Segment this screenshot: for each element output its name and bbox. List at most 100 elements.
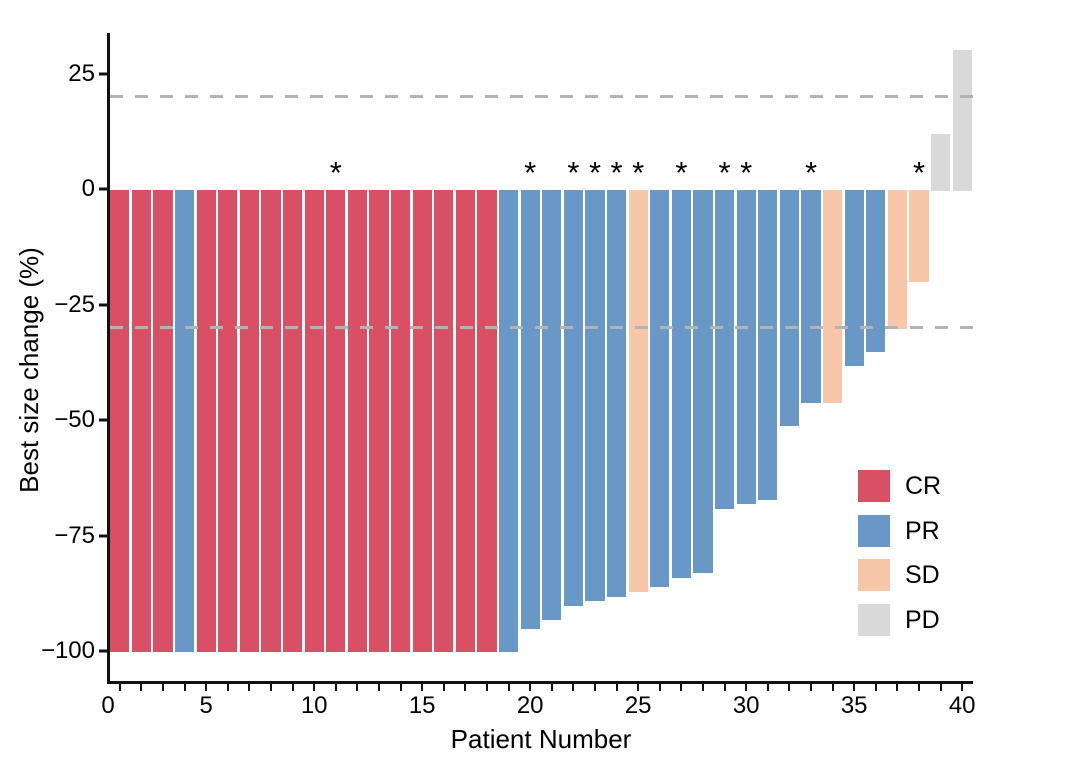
bar-patient-34 [822,190,843,403]
asterisk-annotation-patient-24: * [610,155,623,190]
x-tick [594,684,596,691]
x-tick [442,684,445,691]
legend-swatch-sd [858,559,890,591]
x-tick [118,684,121,691]
bar-patient-13 [369,190,389,652]
x-tick [896,684,899,691]
x-tick-label: 30 [732,692,760,719]
x-tick-label: 5 [199,692,213,719]
bar-patient-32 [779,190,800,426]
x-tick [853,684,856,691]
y-tick-label: −25 [54,290,95,318]
bar-patient-39 [930,133,951,191]
asterisk-annotation-patient-33: * [804,155,818,190]
x-tick [550,684,553,691]
x-tick [658,684,661,691]
bar-patient-9 [282,190,303,652]
y-tick [99,534,107,537]
asterisk-annotation-patient-20: * [524,155,537,190]
legend-swatch-pd [858,604,890,636]
bar-patient-29 [714,190,735,509]
x-tick-label: 25 [624,692,652,719]
y-tick [99,72,107,75]
bar-patient-27 [671,190,692,579]
y-tick-label: 25 [68,59,95,87]
bar-patient-40 [952,50,972,191]
x-tick [831,684,834,691]
bar-patient-5 [196,190,216,652]
legend-item-sd: SD [858,559,978,591]
x-axis-line [107,681,973,684]
x-tick [702,684,704,691]
bar-patient-6 [218,190,238,652]
x-tick [205,684,208,691]
x-tick [162,684,164,691]
x-tick-label: 35 [840,692,868,719]
x-tick [183,684,186,691]
x-tick [226,684,229,691]
bar-patient-1 [110,190,130,652]
bar-patient-11 [326,190,346,652]
bar-patient-22 [563,190,584,606]
bar-patient-35 [844,190,864,366]
x-tick [680,684,683,691]
bar-patient-24 [606,190,627,597]
y-tick-label: 0 [81,175,95,202]
x-tick-label: 20 [516,692,544,719]
x-tick [745,684,748,691]
x-tick [140,684,143,691]
asterisk-annotation-patient-22: * [567,155,580,190]
bar-patient-26 [650,190,670,588]
bar-patient-7 [239,190,260,652]
bar-patient-18 [477,190,497,652]
bar-patient-15 [412,190,432,652]
bar-patient-33 [801,190,821,403]
asterisk-annotation-patient-11: * [329,155,342,190]
y-tick-label: −75 [54,521,95,549]
x-tick [399,684,402,691]
bar-patient-16 [434,190,454,652]
legend-swatch-pr [858,515,890,547]
x-tick [766,684,769,691]
bar-patient-25 [628,190,648,592]
bar-patient-36 [866,190,886,352]
bar-patient-12 [347,190,368,652]
legend-item-pd: PD [858,604,978,636]
x-tick [874,684,877,691]
bar-patient-28 [693,190,713,574]
asterisk-annotation-patient-27: * [675,155,688,190]
x-tick-label: 40 [948,692,976,719]
reference-line-20 [110,95,973,99]
y-tick [99,649,107,653]
x-tick [810,684,812,691]
x-tick [572,684,575,691]
y-tick-label: −100 [40,637,95,664]
legend-label: CR [905,472,942,500]
asterisk-annotation-patient-38: * [912,155,926,190]
legend-label: SD [905,561,940,589]
x-tick-label: 15 [408,692,436,719]
legend-label: PR [905,517,940,545]
y-tick [99,418,107,422]
x-tick [637,684,640,691]
x-tick [334,684,337,691]
asterisk-annotation-patient-23: * [588,155,602,190]
legend-swatch-cr [858,470,890,502]
y-tick-label: −50 [54,406,95,433]
asterisk-annotation-patient-29: * [718,155,731,190]
x-tick [529,684,532,691]
x-tick [939,684,942,691]
x-tick [723,684,726,691]
bar-patient-37 [887,190,908,329]
x-tick [378,684,380,691]
bar-patient-17 [455,190,476,652]
bar-patient-20 [520,190,540,629]
x-tick [313,684,316,691]
x-tick [615,684,618,691]
x-tick [507,684,510,691]
y-axis-line [107,33,110,684]
bar-patient-30 [736,190,756,505]
bar-patient-19 [498,190,519,652]
